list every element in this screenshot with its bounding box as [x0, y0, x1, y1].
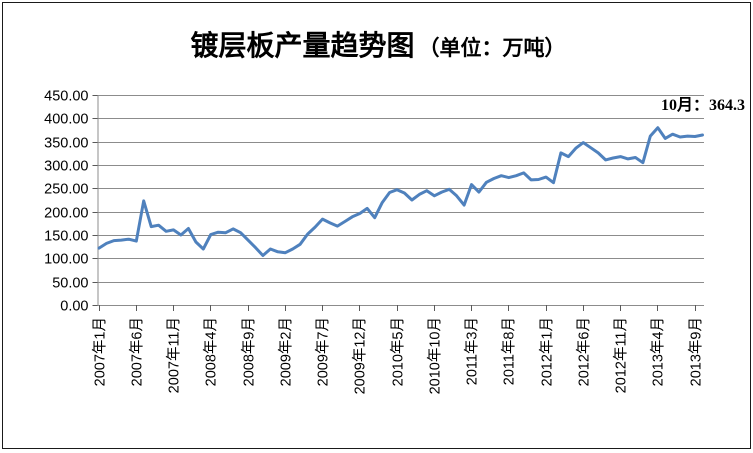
y-axis-label: 400.00	[44, 112, 88, 128]
axis-labels-group: 450.00 400.00 350.00 300.00 250.00 200.00 150.…	[44, 89, 704, 395]
y-axis-label: 250.00	[44, 182, 88, 198]
x-axis-label: 2012年11月	[613, 317, 630, 393]
gridlines-group	[97, 95, 704, 306]
x-axis-label: 2009年2月	[278, 317, 295, 386]
x-axis-label: 2008年9月	[241, 317, 258, 386]
x-axis-label: 2007年11月	[166, 317, 183, 393]
y-axis-label: 0.00	[60, 299, 88, 315]
x-axis-label: 2010年10月	[427, 317, 444, 394]
x-axis-label: 2013年4月	[650, 317, 667, 386]
x-axis-label: 2008年4月	[203, 317, 220, 386]
x-axis-label: 2011年8月	[501, 317, 518, 385]
y-axis-label: 300.00	[44, 159, 88, 175]
x-axis-label: 2010年5月	[390, 317, 407, 386]
x-axis-label: 2009年12月	[352, 317, 369, 394]
y-axis-label: 450.00	[44, 89, 88, 105]
x-axis-label: 2007年1月	[92, 317, 109, 386]
y-axis-label: 100.00	[44, 252, 88, 268]
x-axis-label: 2011年3月	[464, 317, 481, 385]
y-axis-label: 50.00	[52, 276, 88, 292]
production-line-series	[97, 126, 704, 257]
chart-title: 镀层板产量趋势图 （单位：万吨）	[190, 30, 565, 62]
production-trend-chart: 镀层板产量趋势图 （单位：万吨） 450.00 400.00 350.00 300.0…	[44, 30, 745, 395]
last-point-annotation: 10月：364.3	[661, 96, 745, 114]
y-axis-label: 350.00	[44, 136, 88, 152]
chart-title-main: 镀层板产量趋势图	[190, 30, 414, 62]
x-axis-label: 2007年6月	[129, 317, 146, 386]
y-axis-label: 200.00	[44, 206, 88, 222]
x-axis-label: 2012年6月	[576, 317, 593, 386]
axes-group	[92, 95, 704, 311]
y-axis-label: 150.00	[44, 229, 88, 245]
x-axis-label: 2012年1月	[539, 317, 556, 386]
chart-title-unit: （单位：万吨）	[419, 36, 566, 60]
x-axis-label: 2009年7月	[315, 317, 332, 386]
x-axis-label: 2013年9月	[688, 317, 705, 386]
